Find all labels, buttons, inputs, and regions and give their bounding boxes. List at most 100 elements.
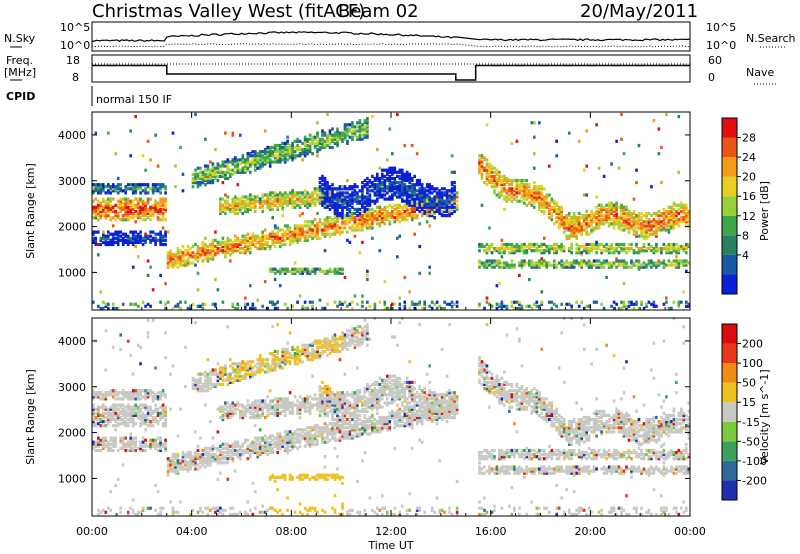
power-cell xyxy=(410,193,414,197)
velocity-cell xyxy=(149,409,152,413)
power-cell xyxy=(311,135,314,139)
power-cell xyxy=(533,201,536,205)
power-cell xyxy=(667,244,671,249)
power-cell xyxy=(301,228,304,232)
velocity-cell xyxy=(221,450,225,455)
power-cell xyxy=(530,191,534,195)
power-cell xyxy=(540,185,544,189)
power-cell xyxy=(577,230,581,234)
power-cell xyxy=(206,172,210,176)
power-cell xyxy=(570,234,573,238)
power-cell xyxy=(303,154,307,158)
power-cell xyxy=(630,226,633,230)
power-cell xyxy=(515,199,519,203)
power-cell xyxy=(625,304,628,308)
power-cell xyxy=(642,261,646,265)
power-cell xyxy=(206,244,210,249)
power-cell xyxy=(662,216,666,220)
power-cell xyxy=(503,247,506,251)
power-cell xyxy=(296,269,299,273)
power-cell xyxy=(194,172,197,176)
power-cell xyxy=(343,222,347,226)
power-cell xyxy=(677,302,681,306)
power-cell xyxy=(331,222,334,226)
power-cell xyxy=(540,197,544,201)
power-cell xyxy=(388,168,392,172)
power-cell xyxy=(635,222,638,226)
power-cell xyxy=(630,261,633,265)
power-cell xyxy=(652,261,656,265)
velocity-cell xyxy=(209,508,212,512)
power-cell xyxy=(306,199,309,203)
velocity-cell xyxy=(196,389,200,393)
velocity-cell xyxy=(131,436,135,440)
velocity-cell xyxy=(204,506,207,510)
power-cell xyxy=(617,242,621,247)
power-cell xyxy=(572,265,576,269)
power-cell xyxy=(119,183,122,187)
power-cell xyxy=(652,230,656,234)
power-cell xyxy=(353,189,357,193)
power-cell xyxy=(435,197,439,201)
power-cell xyxy=(525,249,529,253)
velocity-cell xyxy=(119,438,122,442)
power-cell xyxy=(288,238,292,242)
power-cell xyxy=(498,259,501,263)
power-cell xyxy=(418,197,421,201)
power-cell xyxy=(607,222,611,226)
power-cell xyxy=(610,263,613,267)
power-cell xyxy=(353,234,357,238)
power-cell xyxy=(306,197,309,201)
velocity-cell xyxy=(211,370,215,374)
power-cell xyxy=(610,222,613,226)
power-cell xyxy=(301,306,304,310)
power-cell xyxy=(590,265,593,269)
power-cell xyxy=(246,160,250,164)
power-cell xyxy=(244,302,247,306)
power-cell xyxy=(229,242,232,247)
power-cell xyxy=(625,265,628,269)
power-cell xyxy=(510,244,514,249)
power-cell xyxy=(311,306,314,310)
velocity-cell xyxy=(196,378,200,382)
power-cell xyxy=(388,195,392,199)
power-cell xyxy=(410,209,414,214)
power-cell xyxy=(346,201,349,205)
power-cell xyxy=(388,187,392,191)
power-cell xyxy=(126,242,130,247)
power-cell xyxy=(582,249,586,253)
power-cell xyxy=(622,282,626,286)
power-cell xyxy=(622,152,626,156)
power-cell xyxy=(533,265,536,269)
power-cell xyxy=(570,226,573,230)
power-cell xyxy=(291,197,294,201)
velocity-cell xyxy=(221,446,225,450)
power-cell xyxy=(246,209,250,214)
power-cell xyxy=(393,302,397,306)
power-cell xyxy=(231,249,235,253)
power-cell xyxy=(682,205,686,209)
power-cell xyxy=(236,158,240,162)
power-cell xyxy=(346,205,349,209)
power-cell xyxy=(543,263,546,267)
power-cell xyxy=(401,214,404,218)
power-cell xyxy=(371,226,374,230)
velocity-cell xyxy=(116,391,120,395)
power-cell xyxy=(625,216,628,220)
power-cell xyxy=(520,244,524,249)
velocity-cell xyxy=(209,387,212,391)
power-cell xyxy=(164,234,167,238)
power-cell xyxy=(176,255,180,259)
power-cell xyxy=(667,249,671,253)
power-cell xyxy=(296,232,299,236)
power-cell xyxy=(139,183,142,187)
power-cell xyxy=(293,228,297,232)
velocity-cell xyxy=(121,436,125,440)
power-cell xyxy=(575,251,578,255)
power-cell xyxy=(438,201,441,205)
power-cell xyxy=(268,164,272,168)
power-cell xyxy=(268,193,272,197)
power-cell xyxy=(288,193,292,197)
power-cell xyxy=(301,193,304,197)
power-cell xyxy=(582,247,586,251)
